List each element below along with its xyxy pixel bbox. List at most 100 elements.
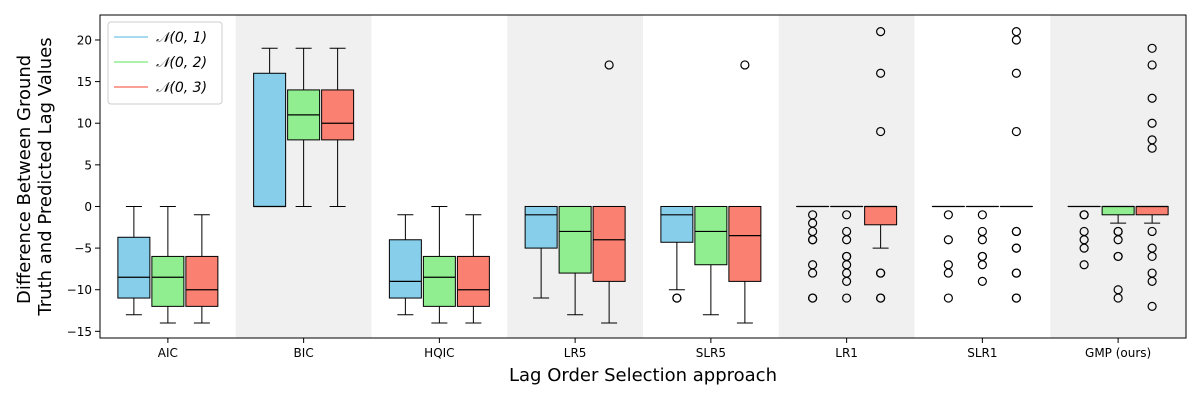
shaded-band-5 xyxy=(778,15,915,338)
box-SLR1-series-0 xyxy=(931,205,965,303)
x-tick-label: SLR5 xyxy=(696,346,726,360)
box-AIC-series-1 xyxy=(151,205,185,324)
box-body xyxy=(660,205,694,243)
box-LR1-series-0 xyxy=(796,205,830,303)
y-tick-label: −5 xyxy=(74,242,92,256)
outlier-point xyxy=(1147,251,1157,262)
outlier-point xyxy=(604,60,614,70)
plot-frame xyxy=(99,14,1187,339)
box-SLR5-series-0 xyxy=(660,205,694,303)
y-axis: −15 −10 −5 0 5 10 15 20 xyxy=(67,33,100,339)
box-body xyxy=(1135,205,1169,216)
outlier-point xyxy=(808,268,818,278)
box-body xyxy=(422,255,456,307)
outlier-point xyxy=(943,293,953,303)
outlier-point xyxy=(876,293,886,303)
box-body xyxy=(321,89,355,141)
outlier-point xyxy=(1011,268,1021,278)
outlier-point xyxy=(876,27,886,37)
outlier-point xyxy=(1113,293,1123,303)
outlier-point xyxy=(1011,293,1021,303)
y-axis-label: Difference Between Ground Truth and Pred… xyxy=(14,37,56,316)
y-tick-label: −15 xyxy=(67,325,92,339)
x-axis-label: Lag Order Selection approach xyxy=(509,365,777,386)
outlier-point xyxy=(672,293,682,303)
outlier-point xyxy=(1079,243,1089,253)
x-tick-label: HQIC xyxy=(424,346,454,360)
legend-box xyxy=(107,21,223,105)
outlier-point xyxy=(876,126,886,137)
outlier-point xyxy=(1011,126,1021,137)
box-body xyxy=(558,205,592,274)
outlier-point xyxy=(740,60,750,70)
outlier-point xyxy=(1147,226,1157,237)
box-SLR5-series-1 xyxy=(694,205,728,316)
outlier-point xyxy=(1147,60,1157,70)
box-HQIC-series-2 xyxy=(456,214,490,324)
legend-entry: 𝒩(0, 2) xyxy=(156,55,207,71)
outlier-point xyxy=(1147,118,1157,128)
box-LR5-series-1 xyxy=(558,205,592,316)
outlier-point xyxy=(1113,251,1123,262)
box-body xyxy=(456,255,490,307)
outlier-point xyxy=(1113,235,1123,245)
outlier-point xyxy=(1079,260,1089,270)
x-axis: AIC BIC HQIC LR5 SLR5 LR1 SLR1 GMP (ours) xyxy=(158,338,1151,360)
box-body xyxy=(117,236,151,299)
y-axis-label-line-1: Difference Between Ground xyxy=(14,55,35,304)
box-BIC-series-1 xyxy=(287,47,321,207)
outlier-point xyxy=(977,260,987,270)
box-body xyxy=(253,72,287,207)
y-tick-label: −10 xyxy=(67,283,92,297)
boxes-layer xyxy=(117,27,1169,324)
box-body xyxy=(592,205,626,282)
outlier-point xyxy=(842,235,852,245)
outlier-point xyxy=(977,235,987,245)
y-tick-label: 10 xyxy=(77,117,92,131)
outlier-point xyxy=(1011,243,1021,253)
legend-entry: 𝒩(0, 1) xyxy=(156,30,207,46)
y-tick-label: 20 xyxy=(77,33,92,47)
outlier-point xyxy=(1147,301,1157,311)
box-LR1-series-1 xyxy=(830,205,864,303)
outlier-point xyxy=(1011,68,1021,78)
outlier-point xyxy=(943,210,953,220)
box-GMP (ours)-series-2 xyxy=(1135,43,1169,311)
box-AIC-series-0 xyxy=(117,205,151,316)
x-tick-label: SLR1 xyxy=(967,346,997,360)
box-GMP (ours)-series-1 xyxy=(1101,205,1135,303)
outlier-point xyxy=(1147,276,1157,286)
outlier-point xyxy=(876,268,886,278)
box-BIC-series-2 xyxy=(321,47,355,207)
outlier-point xyxy=(808,235,818,245)
box-body xyxy=(524,205,558,249)
box-SLR1-series-2 xyxy=(999,27,1033,303)
box-AIC-series-2 xyxy=(185,214,219,324)
x-tick-label: LR5 xyxy=(564,346,587,360)
x-tick-label: AIC xyxy=(158,346,178,360)
outlier-point xyxy=(977,251,987,262)
outlier-point xyxy=(1079,210,1089,220)
box-LR5-series-2 xyxy=(592,60,626,324)
x-tick-label: LR1 xyxy=(835,346,858,360)
box-body xyxy=(694,205,728,266)
outlier-point xyxy=(977,226,987,237)
box-LR5-series-0 xyxy=(524,205,558,299)
box-body xyxy=(151,255,185,307)
outlier-point xyxy=(1147,43,1157,53)
box-BIC-series-0 xyxy=(253,47,287,208)
outlier-point xyxy=(1011,27,1021,37)
outlier-point xyxy=(977,276,987,286)
y-tick-label: 5 xyxy=(84,158,92,172)
box-GMP (ours)-series-0 xyxy=(1067,205,1101,270)
y-tick-label: 0 xyxy=(84,200,92,214)
outlier-point xyxy=(876,68,886,78)
outlier-point xyxy=(1011,226,1021,237)
box-body xyxy=(185,255,219,307)
box-SLR5-series-2 xyxy=(728,60,762,324)
outlier-point xyxy=(943,260,953,270)
x-tick-label: BIC xyxy=(294,346,314,360)
outlier-point xyxy=(943,235,953,245)
outlier-point xyxy=(943,268,953,278)
